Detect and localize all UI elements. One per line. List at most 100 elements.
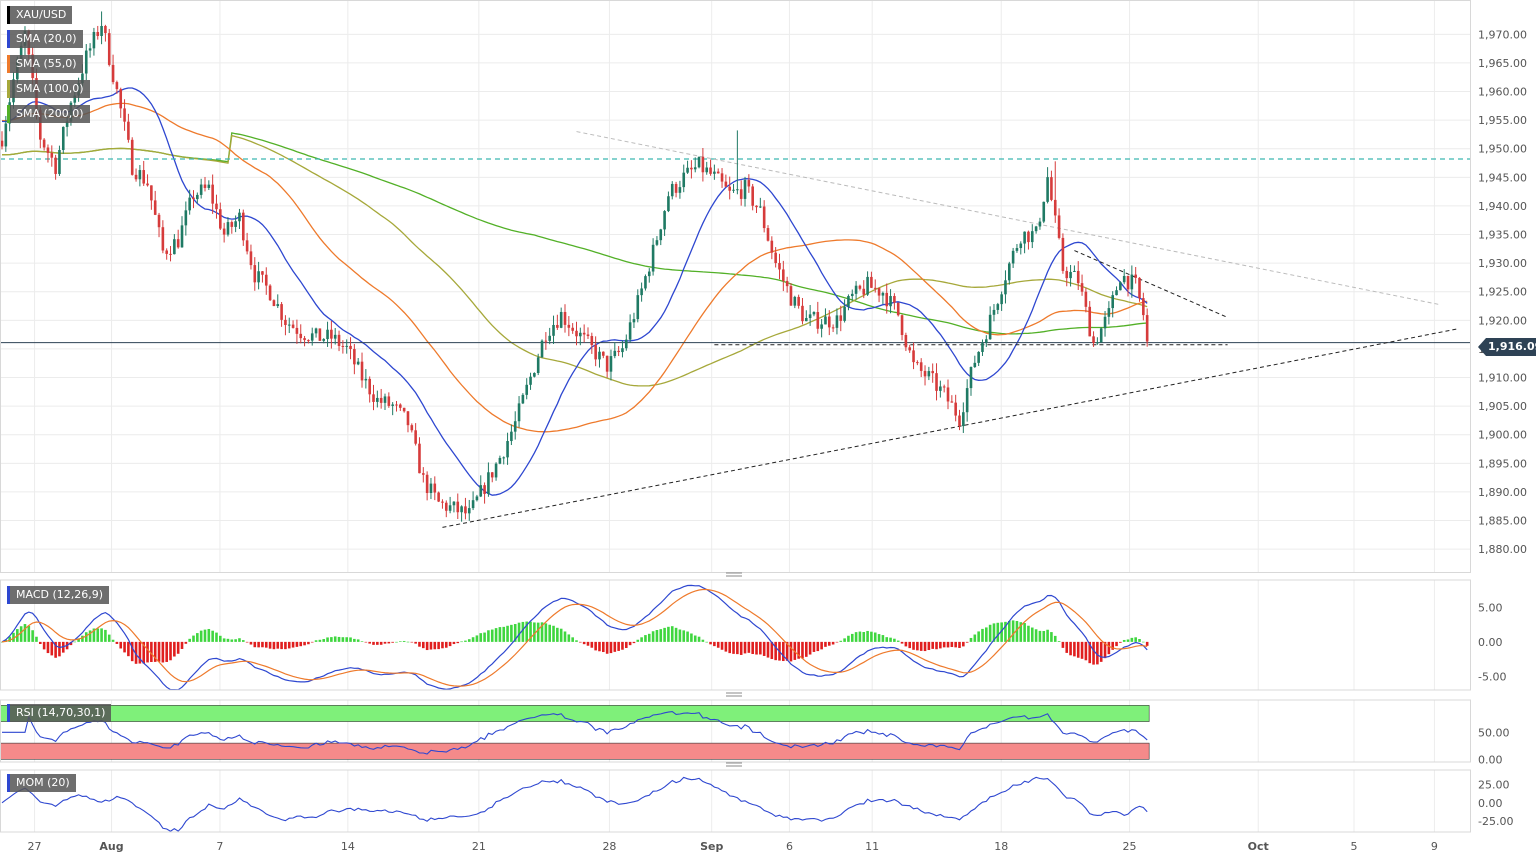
macd-histogram-bar [1122, 639, 1126, 642]
macd-histogram-bar [261, 641, 264, 648]
candle-body [364, 378, 368, 381]
macd-histogram-bar [12, 632, 15, 642]
candle-body [234, 221, 237, 227]
macd-histogram-bar [418, 641, 421, 647]
macd-histogram-bar [797, 641, 800, 659]
candle-body [510, 431, 513, 442]
macd-histogram-bar [743, 641, 747, 654]
sma20-legend[interactable]: SMA (20,0) [7, 30, 83, 48]
candle-body [651, 244, 655, 272]
macd-histogram-bar [904, 641, 908, 647]
sma200-legend[interactable]: SMA (200,0) [7, 105, 90, 123]
candle-body [567, 324, 571, 328]
candle-body [264, 274, 268, 286]
candle-body [647, 271, 651, 277]
macd-histogram-bar [226, 638, 230, 642]
macd-histogram-bar [1076, 641, 1080, 658]
macd-histogram-bar [521, 621, 525, 642]
macd-histogram-bar [640, 637, 643, 642]
candle-body [881, 292, 885, 296]
macd-histogram-bar [831, 641, 835, 645]
candle-body [219, 209, 222, 229]
candle-body [1023, 231, 1026, 244]
macd-histogram-bar [939, 641, 942, 649]
sma200-line [2, 132, 1148, 335]
candle-body [368, 378, 371, 395]
macd-histogram-bar [716, 641, 720, 648]
sma100-legend[interactable]: SMA (100,0) [7, 80, 90, 98]
candle-body [793, 296, 797, 306]
candle-body [127, 121, 130, 140]
candle-body [42, 139, 46, 148]
macd-histogram-bar [552, 625, 555, 642]
macd-histogram-bar [490, 629, 494, 642]
candle-body [709, 167, 712, 174]
candle-body [801, 305, 804, 322]
macd-histogram-bar [376, 641, 379, 645]
macd-histogram-bar [544, 623, 548, 642]
macd-histogram-bar [268, 641, 272, 649]
macd-histogram-bar [234, 639, 237, 642]
macd-histogram-bar [812, 641, 816, 652]
macd-histogram-bar [563, 631, 567, 642]
candle-body [728, 186, 731, 191]
candle-body [253, 265, 257, 283]
macd-histogram-bar [893, 638, 896, 642]
macd-histogram-bar [916, 641, 919, 651]
macd-histogram-bar [395, 641, 398, 643]
candle-body [58, 149, 61, 174]
symbol-label[interactable]: XAU/USD [7, 6, 73, 24]
candle-body [682, 172, 686, 188]
candle-body [1103, 316, 1107, 329]
candle-body [1084, 291, 1088, 307]
macd-histogram-bar [935, 641, 938, 650]
macd-histogram-bar [847, 635, 850, 642]
mom-legend[interactable]: MOM (20) [7, 774, 76, 792]
macd-histogram-bar [1107, 641, 1111, 655]
macd-histogram-bar [624, 641, 628, 648]
candle-body [1122, 276, 1126, 283]
panel-frame [0, 769, 1471, 833]
macd-histogram-bar [950, 641, 954, 648]
macd-histogram-bar [751, 641, 754, 655]
macd-histogram-bar [199, 630, 203, 642]
candle-body [314, 328, 318, 334]
macd-histogram-bar [115, 641, 119, 644]
rsi-legend[interactable]: RSI (14,70,30,1) [7, 704, 112, 722]
candle-body [119, 89, 123, 109]
candle-body [640, 288, 643, 296]
candle-body [663, 211, 666, 230]
candle-body [1099, 328, 1103, 343]
macd-histogram-bar [647, 633, 651, 642]
macd-histogram-bar [207, 628, 211, 642]
macd-histogram-bar [632, 641, 636, 644]
macd-histogram-bar [529, 621, 532, 642]
macd-histogram-bar [1073, 641, 1076, 657]
macd-histogram-bar [84, 632, 88, 642]
candle-body [276, 304, 280, 307]
x-tick-label: 14 [341, 840, 355, 853]
candle-body [839, 315, 843, 321]
macd-histogram-bar [567, 634, 571, 642]
x-tick-label: 7 [216, 840, 223, 853]
macd-histogram-bar [559, 628, 563, 642]
candle-body [1030, 231, 1034, 243]
candle-body [345, 345, 348, 347]
candle-body [330, 329, 333, 339]
macd-legend[interactable]: MACD (12,26,9) [7, 586, 110, 604]
macd-histogram-bar [123, 641, 126, 653]
macd-histogram-bar [759, 641, 762, 655]
macd-histogram-bar [992, 623, 996, 642]
macd-histogram-bar [88, 630, 92, 642]
macd-histogram-bar [1103, 641, 1107, 659]
macd-histogram-bar [510, 624, 513, 642]
macd-histogram-bar [173, 641, 176, 657]
macd-histogram-bar [697, 636, 701, 642]
momentum-line [1, 776, 1148, 832]
sma55-legend[interactable]: SMA (55,0) [7, 55, 83, 73]
macd-histogram-bar [1004, 621, 1007, 642]
candle-body [353, 349, 356, 365]
macd-histogram-bar [900, 641, 904, 644]
candle-body [1096, 342, 1099, 344]
